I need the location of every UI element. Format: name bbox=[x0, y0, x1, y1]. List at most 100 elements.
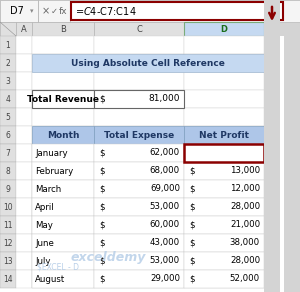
Text: $: $ bbox=[189, 239, 194, 248]
Bar bbox=[0, 108, 16, 126]
Text: 29,000: 29,000 bbox=[150, 274, 180, 284]
Bar bbox=[0, 36, 284, 292]
Bar bbox=[16, 216, 32, 234]
Bar bbox=[71, 2, 283, 20]
Text: August: August bbox=[35, 274, 65, 284]
Bar bbox=[0, 36, 16, 54]
Bar bbox=[32, 22, 94, 36]
Bar bbox=[0, 0, 38, 22]
Bar bbox=[0, 252, 16, 270]
Bar bbox=[32, 216, 94, 234]
Bar bbox=[94, 180, 184, 198]
Text: February: February bbox=[35, 166, 73, 175]
Bar bbox=[94, 252, 184, 270]
Bar bbox=[16, 270, 32, 288]
Text: ×: × bbox=[42, 6, 50, 16]
Bar bbox=[94, 108, 184, 126]
Bar bbox=[32, 180, 94, 198]
Bar bbox=[0, 54, 16, 72]
Bar bbox=[16, 198, 32, 216]
Bar bbox=[32, 162, 94, 180]
Bar bbox=[94, 216, 184, 234]
Text: $: $ bbox=[99, 95, 105, 103]
Bar bbox=[184, 144, 264, 162]
Text: 14: 14 bbox=[3, 274, 13, 284]
Text: $: $ bbox=[99, 274, 104, 284]
Text: 68,000: 68,000 bbox=[150, 166, 180, 175]
Bar bbox=[184, 270, 264, 288]
Text: $: $ bbox=[189, 166, 194, 175]
Text: 2: 2 bbox=[6, 58, 10, 67]
Bar bbox=[32, 252, 94, 270]
Text: 13: 13 bbox=[3, 256, 13, 265]
Bar bbox=[94, 90, 184, 108]
Text: $: $ bbox=[189, 202, 194, 211]
Text: $: $ bbox=[99, 185, 104, 194]
Bar bbox=[184, 180, 264, 198]
Text: $: $ bbox=[99, 202, 104, 211]
Bar bbox=[94, 216, 184, 234]
Bar bbox=[184, 162, 264, 180]
Text: C: C bbox=[136, 25, 142, 34]
Bar bbox=[16, 180, 32, 198]
Bar bbox=[94, 54, 184, 72]
Text: fx: fx bbox=[59, 6, 68, 15]
Bar bbox=[32, 234, 94, 252]
Bar bbox=[184, 126, 264, 144]
Text: 11: 11 bbox=[3, 220, 13, 230]
Bar bbox=[184, 198, 264, 216]
Bar bbox=[32, 126, 94, 144]
Bar bbox=[94, 144, 184, 162]
Text: $: $ bbox=[99, 239, 104, 248]
Text: Total Revenue: Total Revenue bbox=[27, 95, 99, 103]
Bar bbox=[184, 22, 264, 36]
Text: 3: 3 bbox=[6, 77, 10, 86]
Text: 28,000: 28,000 bbox=[230, 256, 260, 265]
Text: 60,000: 60,000 bbox=[150, 220, 180, 230]
Bar bbox=[94, 90, 184, 108]
Bar bbox=[32, 108, 94, 126]
Bar bbox=[94, 198, 184, 216]
Bar bbox=[0, 36, 264, 292]
Bar bbox=[184, 108, 264, 126]
Text: 4: 4 bbox=[6, 95, 10, 103]
Text: 8: 8 bbox=[6, 166, 10, 175]
Bar bbox=[184, 234, 264, 252]
Bar bbox=[94, 252, 184, 270]
Text: June: June bbox=[35, 239, 54, 248]
Bar bbox=[16, 36, 32, 54]
Text: $: $ bbox=[99, 220, 104, 230]
Text: $: $ bbox=[189, 149, 194, 157]
Text: $: $ bbox=[99, 256, 104, 265]
Bar bbox=[184, 216, 264, 234]
Bar bbox=[94, 162, 184, 180]
Bar bbox=[32, 54, 94, 72]
Bar bbox=[184, 270, 264, 288]
Bar bbox=[184, 162, 264, 180]
Bar bbox=[16, 234, 32, 252]
Text: 69,000: 69,000 bbox=[150, 185, 180, 194]
Bar bbox=[0, 22, 16, 36]
Text: 53,000: 53,000 bbox=[150, 256, 180, 265]
Bar bbox=[0, 198, 16, 216]
Bar bbox=[0, 270, 16, 288]
Text: =$C$4-C7:C14: =$C$4-C7:C14 bbox=[75, 5, 136, 17]
Text: April: April bbox=[35, 202, 55, 211]
Text: 12: 12 bbox=[3, 239, 13, 248]
Bar bbox=[94, 144, 184, 162]
Text: Total Expense: Total Expense bbox=[104, 131, 174, 140]
Bar bbox=[32, 234, 94, 252]
Text: 12,000: 12,000 bbox=[230, 185, 260, 194]
Bar bbox=[94, 234, 184, 252]
Bar bbox=[184, 252, 264, 270]
Bar bbox=[32, 216, 94, 234]
Bar bbox=[184, 144, 264, 162]
Text: $: $ bbox=[189, 274, 194, 284]
Bar bbox=[32, 162, 94, 180]
Text: 5: 5 bbox=[6, 112, 10, 121]
Bar bbox=[32, 198, 94, 216]
Text: 62,000: 62,000 bbox=[150, 149, 180, 157]
Bar bbox=[0, 0, 300, 22]
Text: $: $ bbox=[189, 220, 194, 230]
Bar bbox=[32, 144, 94, 162]
